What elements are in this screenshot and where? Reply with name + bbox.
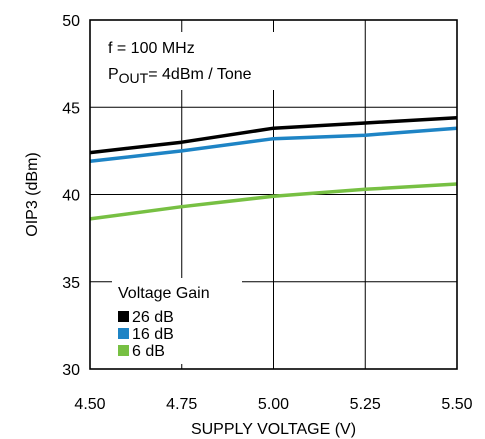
series-line-16-db <box>89 126 458 164</box>
x-axis-label: SUPPLY VOLTAGE (V) <box>191 421 356 438</box>
legend-label: 6 dB <box>132 343 165 360</box>
pout-main: P <box>108 66 119 83</box>
y-tick-label: 40 <box>62 188 80 205</box>
x-tick-label: 5.25 <box>350 396 381 413</box>
x-tick-labels: 4.50 4.75 5.00 5.25 5.50 <box>74 396 472 413</box>
x-tick-label: 5.50 <box>441 396 472 413</box>
legend-label: 16 dB <box>132 326 174 343</box>
legend-label: 26 dB <box>132 309 174 326</box>
y-axis-label: OIP3 (dBm) <box>24 152 41 236</box>
x-tick-label: 4.75 <box>166 396 197 413</box>
x-tick-label: 4.50 <box>74 396 105 413</box>
legend-swatch <box>118 311 129 322</box>
series-line-26-db <box>89 115 458 155</box>
y-tick-labels: 30 35 40 45 50 <box>62 13 80 379</box>
y-tick-label: 35 <box>62 275 80 292</box>
x-tick-label: 5.00 <box>258 396 289 413</box>
y-tick-label: 30 <box>62 362 80 379</box>
series-lines <box>89 115 458 221</box>
frequency-annotation: f = 100 MHz <box>108 40 195 57</box>
plot-frame <box>89 19 458 370</box>
legend-swatch <box>118 345 129 356</box>
annotation-box <box>104 32 304 90</box>
legend-title: Voltage Gain <box>118 285 210 302</box>
pout-subscript: OUT <box>119 70 149 86</box>
pout-annotation: POUT= 4dBm / Tone <box>108 66 252 86</box>
legend-box <box>112 278 242 364</box>
legend-swatch <box>118 328 129 339</box>
y-tick-label: 50 <box>62 13 80 30</box>
pout-rest: = 4dBm / Tone <box>148 66 251 83</box>
series-line-6-db <box>89 182 458 221</box>
y-tick-label: 45 <box>62 100 80 117</box>
